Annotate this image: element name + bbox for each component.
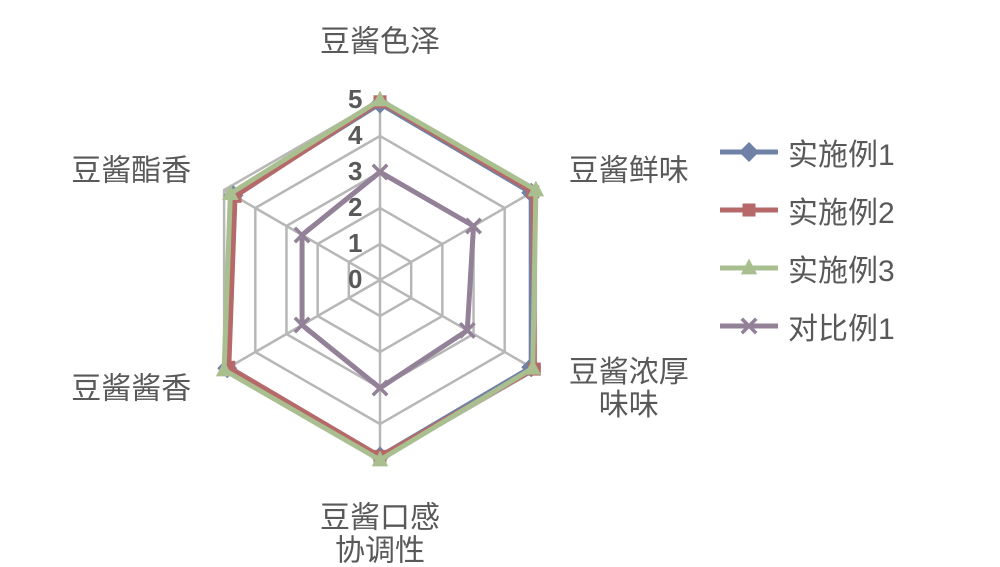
axis-label: 豆酱酯香	[71, 155, 191, 188]
legend-item: 实施例1	[720, 130, 895, 174]
legend-label: 实施例3	[788, 246, 895, 290]
legend-swatch	[720, 258, 778, 278]
axis-label: 豆酱鲜味	[569, 155, 689, 188]
legend-swatch	[720, 200, 778, 220]
axis-label: 豆酱酱香	[71, 373, 191, 406]
tick-label: 0	[348, 264, 362, 295]
legend-label: 对比例1	[788, 304, 895, 348]
legend-item: 实施例2	[720, 188, 895, 232]
legend-swatch	[720, 142, 778, 162]
legend-label: 实施例2	[788, 188, 895, 232]
legend-swatch	[720, 316, 778, 336]
legend-item: 对比例1	[720, 304, 895, 348]
axis-label: 豆酱口感 协调性	[320, 501, 440, 567]
tick-label: 5	[348, 84, 362, 115]
tick-label: 2	[348, 192, 362, 223]
radar-chart-container: 012345豆酱色泽豆酱鲜味豆酱浓厚 味味豆酱口感 协调性豆酱酱香豆酱酯香 实施…	[0, 0, 1000, 560]
tick-label: 3	[348, 156, 362, 187]
legend-item: 实施例3	[720, 246, 895, 290]
tick-label: 4	[348, 120, 362, 151]
legend: 实施例1 实施例2 实施例3 对比例1	[720, 130, 895, 362]
tick-label: 1	[348, 228, 362, 259]
axis-label: 豆酱浓厚 味味	[569, 356, 689, 422]
legend-label: 实施例1	[788, 130, 895, 174]
axis-label: 豆酱色泽	[320, 26, 440, 59]
